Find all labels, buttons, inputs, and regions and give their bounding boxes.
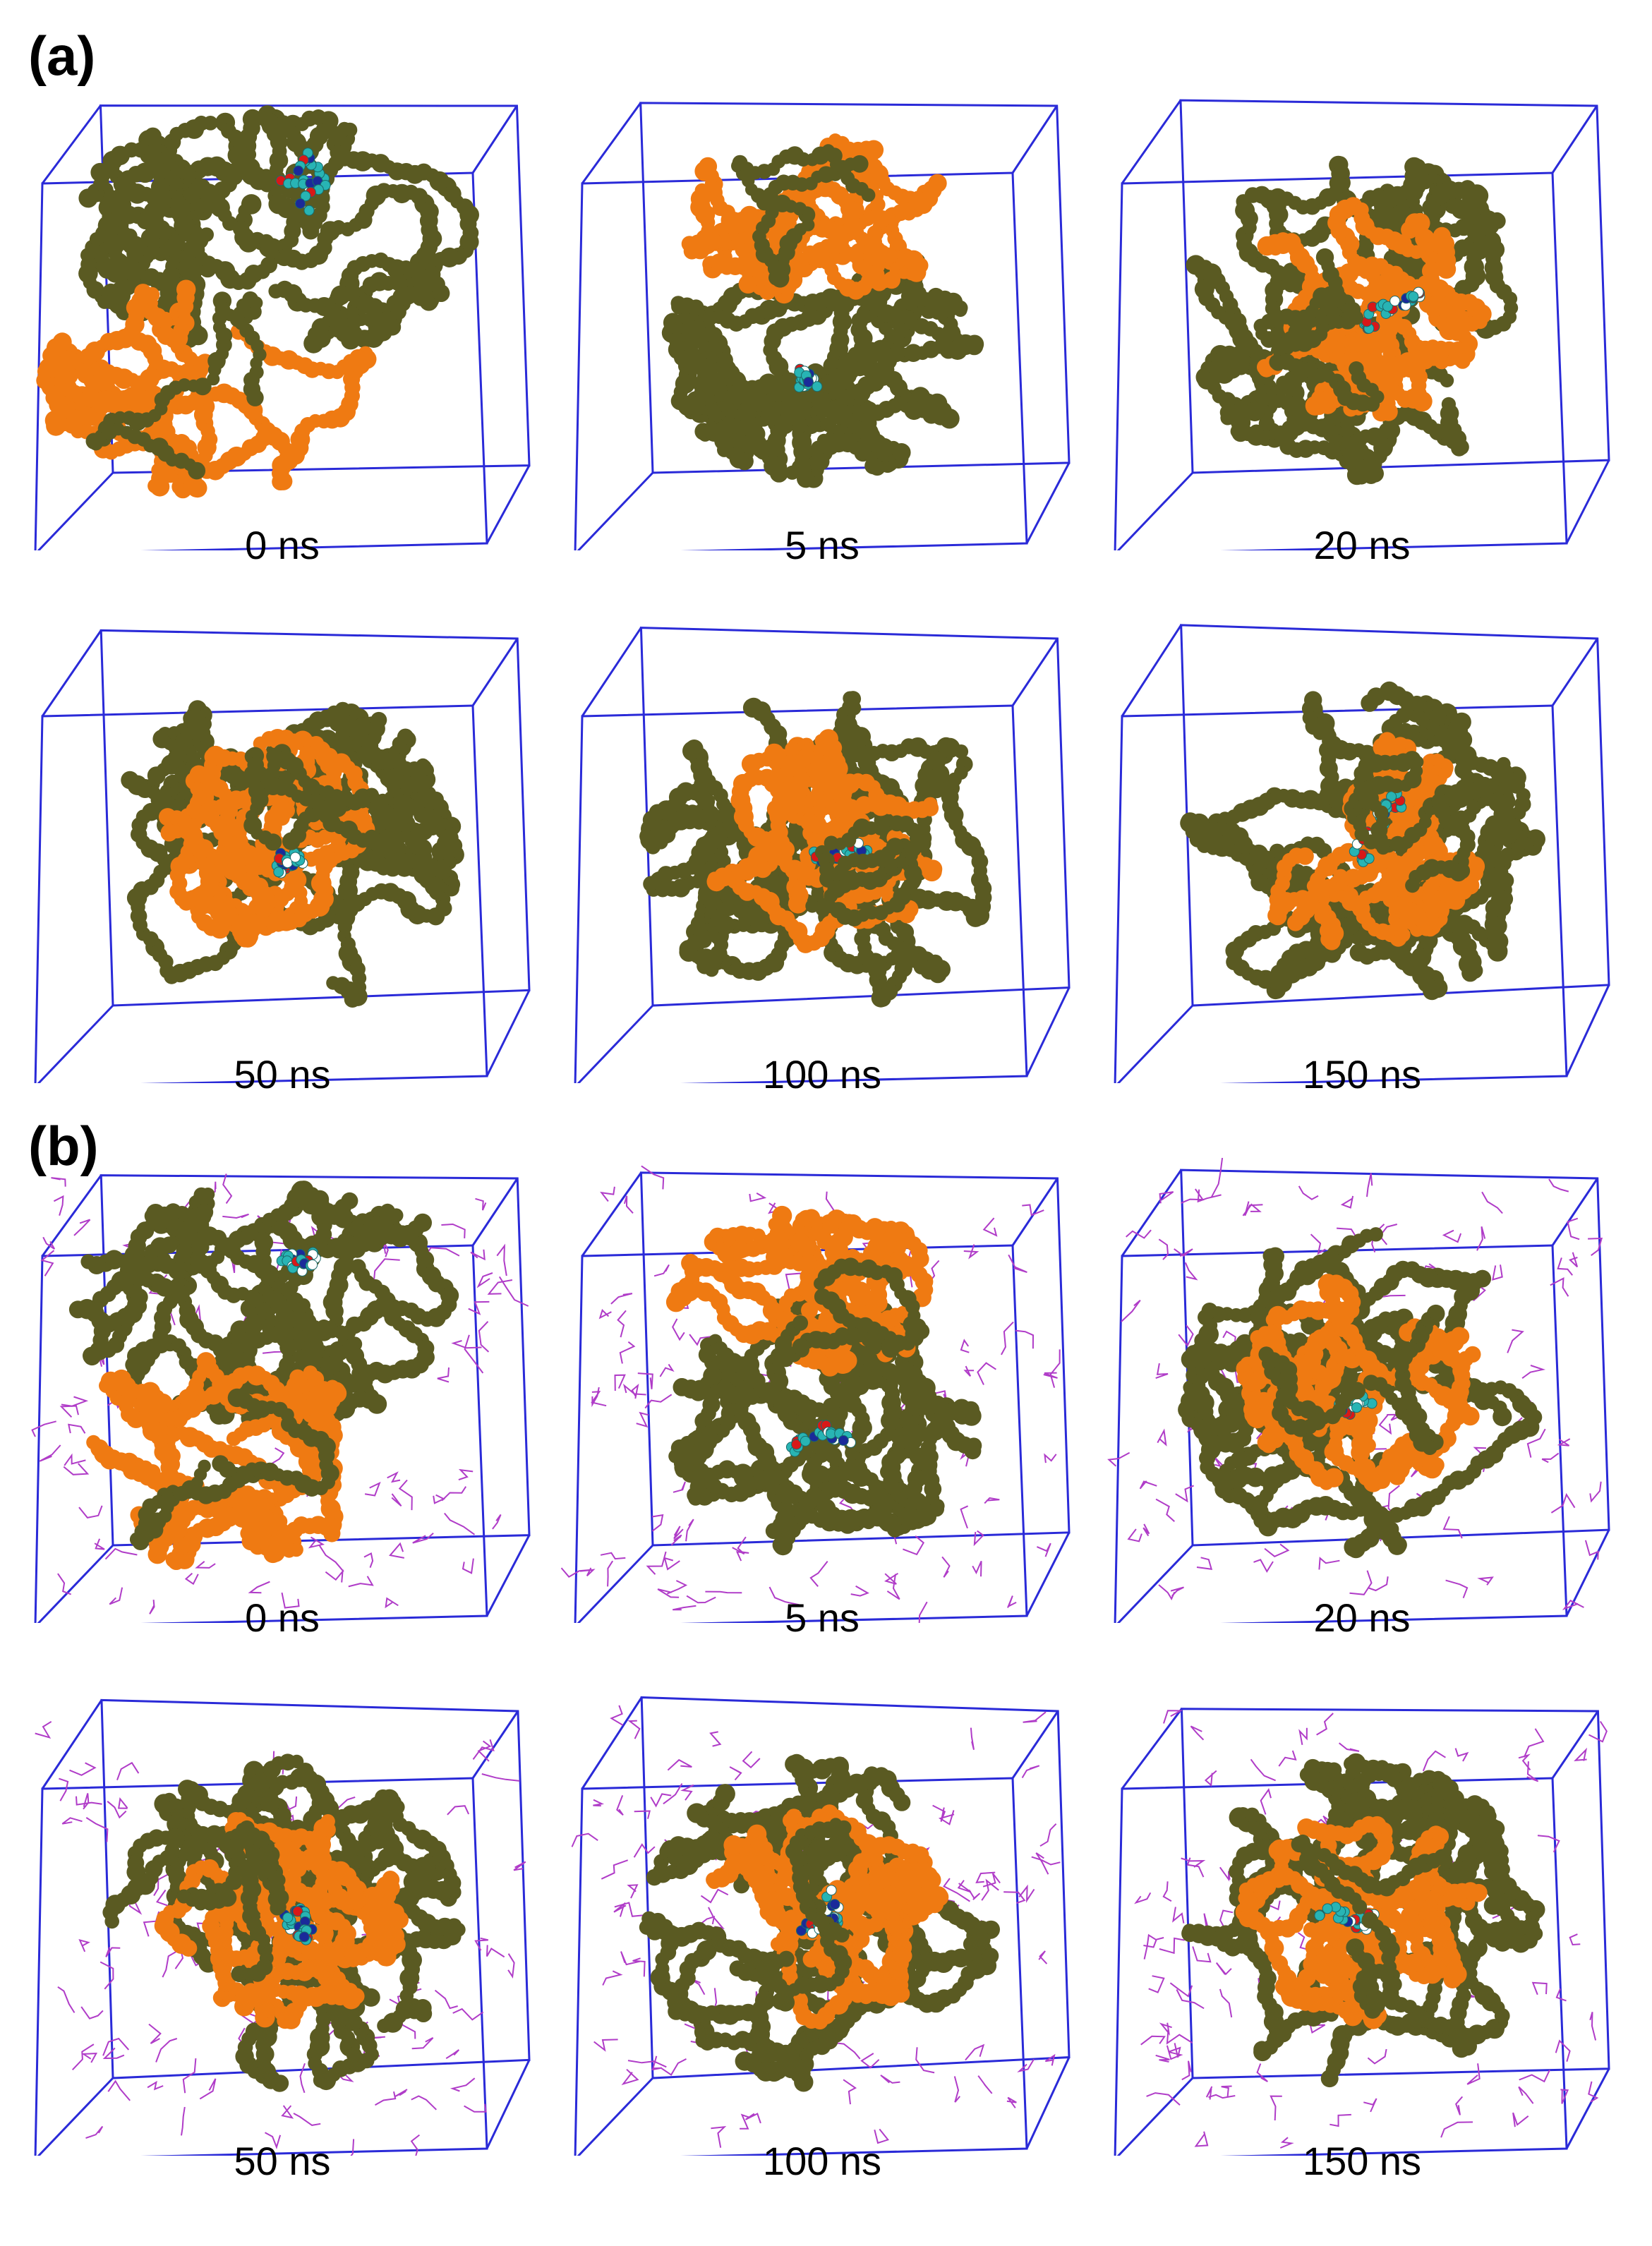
time-label: 50 ns xyxy=(234,1052,331,1097)
md-snapshot-render xyxy=(34,629,531,1083)
time-label: 100 ns xyxy=(762,1052,882,1097)
md-snapshot-render xyxy=(571,1696,1071,2156)
drug-molecule xyxy=(275,147,331,216)
time-label: 5 ns xyxy=(785,1595,860,1640)
polymer-aggregate xyxy=(1180,681,1545,1001)
polymer-dark-overlay xyxy=(731,144,876,288)
snapshot-a-4: 100 ns xyxy=(561,589,1083,1125)
drug-molecule xyxy=(279,1903,318,1945)
md-snapshot-render xyxy=(1107,1157,1610,1623)
time-label: 0 ns xyxy=(245,1595,320,1640)
drug-molecule xyxy=(794,363,823,393)
polymer-aggregate xyxy=(1186,155,1519,485)
polymer-aggregate xyxy=(661,133,984,488)
polymer-dark-overlay xyxy=(176,1820,289,1983)
polymer-dark-overlay xyxy=(1258,1304,1445,1455)
md-snapshot-render xyxy=(574,102,1071,550)
polymer-dark-overlay xyxy=(1253,248,1385,412)
time-label: 150 ns xyxy=(1302,1052,1422,1097)
polymer-aggregate xyxy=(1178,1227,1543,1559)
panel-letter-a: (a) xyxy=(28,25,96,87)
md-snapshot-render xyxy=(561,1165,1071,1623)
snapshot-b-5: 150 ns xyxy=(1101,1662,1623,2198)
md-snapshot-render xyxy=(34,104,531,550)
polymer-aggregate xyxy=(36,105,479,499)
drug-molecule xyxy=(785,1420,856,1457)
time-label: 20 ns xyxy=(1313,1595,1411,1640)
polymer-aggregate xyxy=(639,1753,1000,2092)
md-snapshot-render xyxy=(574,627,1071,1083)
polymer-aggregate xyxy=(665,1205,982,1556)
polymer-dark-chains xyxy=(639,691,992,1008)
snapshot-a-3: 50 ns xyxy=(21,589,543,1125)
polymer-orange-chains xyxy=(158,729,375,948)
snapshot-a-2: 20 ns xyxy=(1101,56,1623,593)
md-snapshot-render xyxy=(34,1698,531,2156)
time-label: 5 ns xyxy=(785,523,860,567)
polymer-dark-overlay xyxy=(1344,751,1476,893)
polymer-dark-overlay xyxy=(805,815,931,926)
polymer-aggregate xyxy=(1181,1753,1545,2088)
polymer-aggregate xyxy=(121,700,464,1008)
time-label: 0 ns xyxy=(245,523,320,567)
snapshot-b-4: 100 ns xyxy=(561,1662,1083,2198)
snapshot-b-2: 20 ns xyxy=(1101,1129,1623,1665)
polymer-dark-overlay xyxy=(773,1257,922,1367)
md-snapshot-render xyxy=(31,1173,531,1623)
snapshot-a-5: 150 ns xyxy=(1101,589,1623,1125)
snapshot-b-1: 5 ns xyxy=(561,1129,1083,1665)
time-label: 150 ns xyxy=(1302,2139,1422,2183)
md-snapshot-render xyxy=(1114,99,1610,550)
drug-molecule xyxy=(271,847,308,879)
drug-molecule xyxy=(276,1247,321,1276)
polymer-dark-overlay xyxy=(129,1388,339,1550)
polymer-aggregate xyxy=(102,1753,466,2092)
drug-molecule xyxy=(1359,286,1425,334)
polymer-dark-overlay xyxy=(1291,1834,1451,2019)
simulation-box xyxy=(1114,624,1610,1083)
md-snapshot-render xyxy=(1114,624,1610,1083)
snapshot-a-1: 5 ns xyxy=(561,56,1083,593)
polymer-dark-overlay xyxy=(85,291,267,480)
time-label: 20 ns xyxy=(1313,523,1411,567)
snapshot-b-3: 50 ns xyxy=(21,1662,543,2198)
polymer-orange-chains xyxy=(36,279,377,499)
panel-letter-b: (b) xyxy=(28,1115,99,1177)
polymer-dark-chains xyxy=(661,253,984,488)
md-snapshot-render xyxy=(1114,1708,1610,2156)
polymer-dark-overlay xyxy=(729,1818,852,2012)
polymer-aggregate xyxy=(639,691,992,1008)
time-label: 50 ns xyxy=(234,2139,331,2183)
snapshot-b-0: 0 ns xyxy=(21,1129,543,1665)
polymer-dark-overlay xyxy=(243,744,381,851)
polymer-aggregate xyxy=(68,1181,459,1570)
time-label: 100 ns xyxy=(762,2139,882,2183)
snapshot-a-0: 0 ns xyxy=(21,56,543,593)
